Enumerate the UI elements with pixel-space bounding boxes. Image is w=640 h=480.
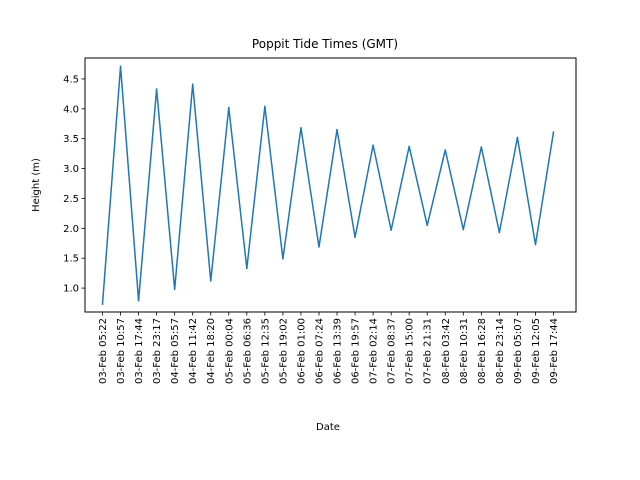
- x-tick-label: 09-Feb 12:05: [531, 318, 542, 384]
- x-tick-label: 08-Feb 03:42: [441, 318, 452, 384]
- x-tick-label: 07-Feb 08:37: [387, 318, 398, 384]
- y-tick-label: 2.5: [63, 194, 79, 205]
- x-tick-label: 04-Feb 05:57: [170, 318, 181, 384]
- data-point: [101, 303, 104, 306]
- data-point: [173, 288, 176, 291]
- data-point: [209, 280, 212, 282]
- data-point: [119, 65, 122, 68]
- tide-height-line: [101, 65, 555, 305]
- data-point: [408, 145, 410, 148]
- x-tick-label: 07-Feb 02:14: [369, 318, 380, 384]
- x-tick-label: 09-Feb 17:44: [549, 318, 560, 384]
- x-axis-label: Date: [316, 422, 340, 433]
- data-point: [498, 231, 501, 234]
- data-point: [426, 224, 429, 227]
- x-tick-label: 03-Feb 23:17: [152, 318, 163, 384]
- y-tick-label: 3.5: [63, 134, 79, 145]
- x-tick-label: 06-Feb 01:00: [296, 318, 307, 384]
- x-tick-label: 09-Feb 05:07: [513, 318, 524, 384]
- data-point: [516, 136, 519, 139]
- data-point: [264, 105, 266, 108]
- data-point: [480, 146, 483, 148]
- x-tick-label: 08-Feb 16:28: [477, 318, 488, 384]
- data-point: [552, 131, 555, 133]
- x-tick-label: 07-Feb 15:00: [405, 318, 416, 384]
- x-tick-label: 03-Feb 17:44: [134, 318, 145, 384]
- x-tick-label: 04-Feb 11:42: [188, 318, 199, 384]
- data-point: [300, 127, 302, 129]
- x-tick-label: 06-Feb 19:57: [351, 318, 362, 384]
- x-tick-label: 04-Feb 18:20: [206, 318, 217, 384]
- x-tick-label: 06-Feb 07:24: [314, 318, 325, 384]
- x-tick-label: 06-Feb 13:39: [333, 318, 344, 384]
- y-tick-label: 3.0: [63, 164, 79, 175]
- x-tick-label: 05-Feb 06:36: [242, 318, 253, 384]
- data-point: [318, 246, 320, 248]
- data-point: [191, 83, 194, 86]
- y-tick-label: 2.0: [63, 224, 79, 235]
- plot-area: [101, 65, 555, 306]
- data-point: [227, 106, 230, 109]
- data-point: [155, 88, 158, 90]
- data-point: [444, 149, 447, 151]
- data-point: [534, 243, 537, 246]
- y-tick-label: 1.5: [63, 254, 79, 265]
- x-tick-label: 08-Feb 10:31: [459, 318, 470, 384]
- y-tick-label: 1.0: [63, 284, 79, 295]
- x-tick-label: 05-Feb 00:04: [224, 318, 235, 384]
- data-point: [282, 258, 284, 260]
- x-tick-label: 05-Feb 19:02: [278, 318, 289, 384]
- x-tick-label: 05-Feb 12:35: [260, 318, 271, 384]
- data-point: [462, 228, 465, 231]
- axes-frame: [84, 57, 577, 313]
- chart-title: Poppit Tide Times (GMT): [252, 37, 398, 51]
- data-point: [246, 267, 248, 270]
- x-tick-label: 08-Feb 23:14: [495, 318, 506, 384]
- y-tick-label: 4.5: [63, 74, 79, 85]
- data-point: [372, 144, 374, 147]
- y-axis-label: Height (m): [31, 158, 42, 212]
- data-point: [137, 299, 140, 302]
- x-tick-label: 07-Feb 21:31: [423, 318, 434, 384]
- data-point: [390, 229, 392, 231]
- y-tick-label: 4.0: [63, 104, 79, 115]
- data-point: [336, 128, 338, 131]
- data-point: [354, 236, 356, 239]
- x-tick-label: 03-Feb 10:57: [116, 318, 127, 384]
- x-tick-label: 03-Feb 05:22: [98, 318, 109, 384]
